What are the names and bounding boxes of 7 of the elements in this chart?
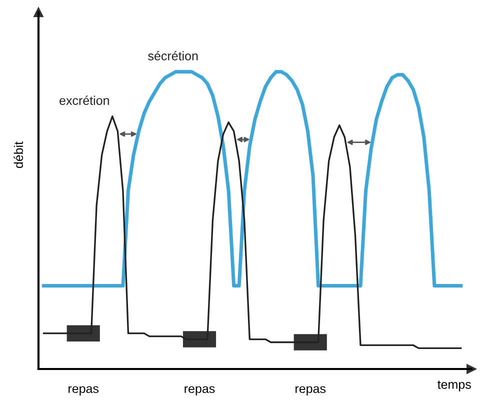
text: repas	[296, 386, 326, 396]
text: repas	[68, 386, 99, 396]
x-axis-title: temps	[438, 380, 471, 392]
text: repas	[184, 386, 215, 396]
y-axis-title: débit	[14, 142, 24, 168]
series-label: sécrétion	[148, 51, 198, 60]
series-label: excrétion	[60, 96, 109, 105]
